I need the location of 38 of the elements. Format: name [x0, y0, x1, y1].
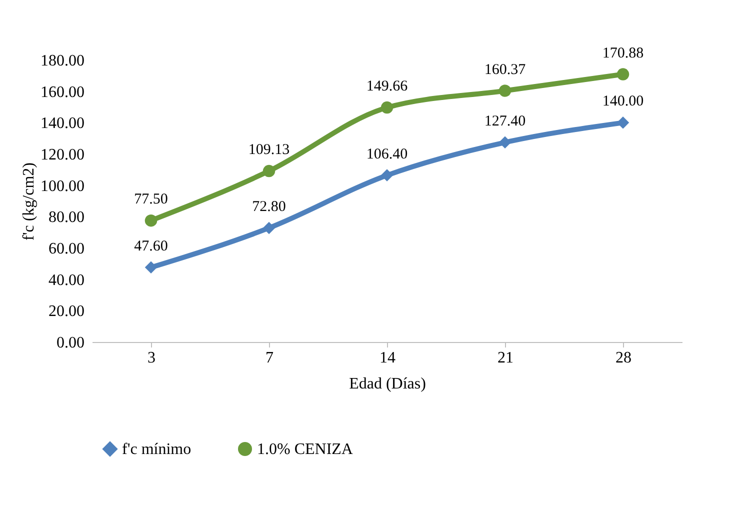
y-tick-label: 120.00	[40, 146, 84, 164]
data-label: 106.40	[366, 146, 408, 162]
x-tick-label: 3	[148, 350, 156, 366]
data-label: 140.00	[602, 94, 644, 110]
y-tick-label: 20.00	[48, 303, 84, 320]
data-label: 127.40	[484, 113, 526, 130]
point	[380, 101, 394, 114]
y-axis-title: f'c (kg/cm2)	[20, 162, 38, 240]
y-tick-label: 0.00	[56, 334, 84, 352]
y-tick-label: 160.00	[40, 84, 84, 101]
point	[498, 84, 512, 97]
legend-label: f'c mínimo	[122, 441, 192, 458]
data-label: 170.88	[602, 45, 644, 62]
y-tick-label: 60.00	[48, 240, 84, 258]
x-axis-title: Edad (Días)	[349, 376, 426, 392]
data-label: 160.37	[484, 62, 526, 78]
point	[380, 169, 394, 182]
y-tick-label: 100.00	[40, 178, 84, 195]
point	[262, 164, 276, 178]
y-tick-label: 180.00	[40, 52, 84, 70]
x-tick-label: 21	[498, 350, 514, 366]
point	[262, 222, 276, 234]
y-tick-label: 80.00	[48, 209, 84, 226]
x-tick-label: 7	[266, 350, 274, 366]
data-label: 47.60	[134, 238, 168, 254]
point	[616, 68, 630, 80]
data-label: 72.80	[252, 198, 286, 215]
y-tick-label: 40.00	[48, 272, 84, 289]
legend-label: 1.0% CENIZA	[257, 441, 354, 458]
point	[144, 261, 158, 274]
x-tick-label: 28	[616, 350, 632, 366]
point	[498, 136, 512, 149]
x-tick-label: 14	[380, 350, 396, 366]
point	[144, 214, 158, 227]
data-label: 149.66	[366, 78, 408, 95]
y-tick-label: 140.00	[40, 115, 84, 132]
data-label: 109.13	[248, 142, 290, 158]
data-label: 77.50	[134, 192, 168, 208]
